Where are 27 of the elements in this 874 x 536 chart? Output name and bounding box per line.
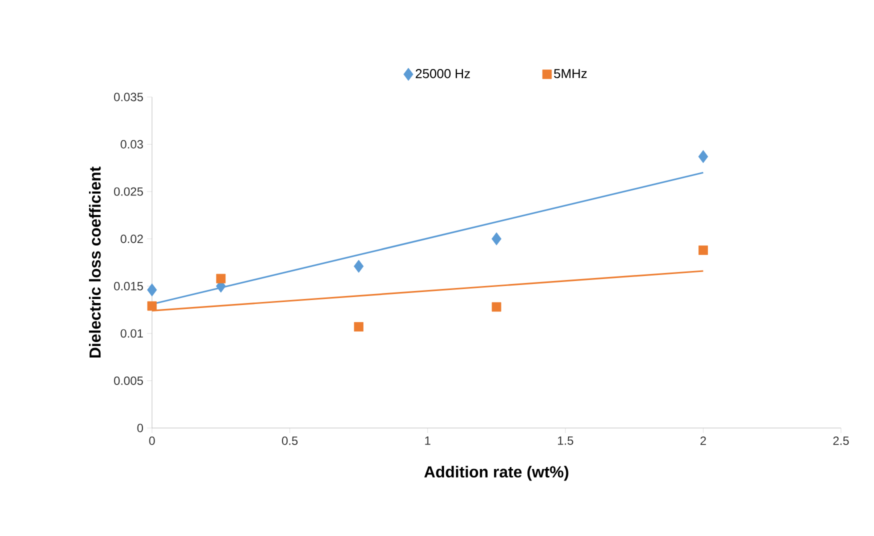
x-tick-label: 2 [700,436,706,445]
y-tick-label: 0.015 [114,282,143,290]
point [354,322,364,332]
x-tick-label: 0.5 [282,436,298,445]
y-tick-label: 0.035 [114,92,143,102]
y-tick-label: 0.01 [120,329,143,338]
x-tick-label: 0 [149,436,155,445]
y-tick-label: 0.005 [114,376,143,385]
legend-label: 25000 Hz [416,69,470,78]
x-tick-label: 1 [425,436,430,445]
x-tick-label: 1.5 [558,436,574,445]
y-axis-title: Dielectric loss coefficient [89,166,101,358]
point [698,246,708,255]
y-tick-label: 0.02 [120,234,143,244]
legend-label: 5MHz [554,69,587,78]
x-axis-title: Addition rate (wt%) [424,466,568,481]
x-tick-label: 2.5 [833,436,849,445]
y-tick-label: 0 [137,424,144,432]
point [147,283,157,296]
point [216,274,226,284]
point [492,302,502,312]
y-tick-label: 0.025 [114,187,143,196]
y-tick-label: 0.03 [120,140,143,149]
point [147,301,157,311]
point [492,232,502,246]
point [354,260,364,273]
point [698,150,708,164]
